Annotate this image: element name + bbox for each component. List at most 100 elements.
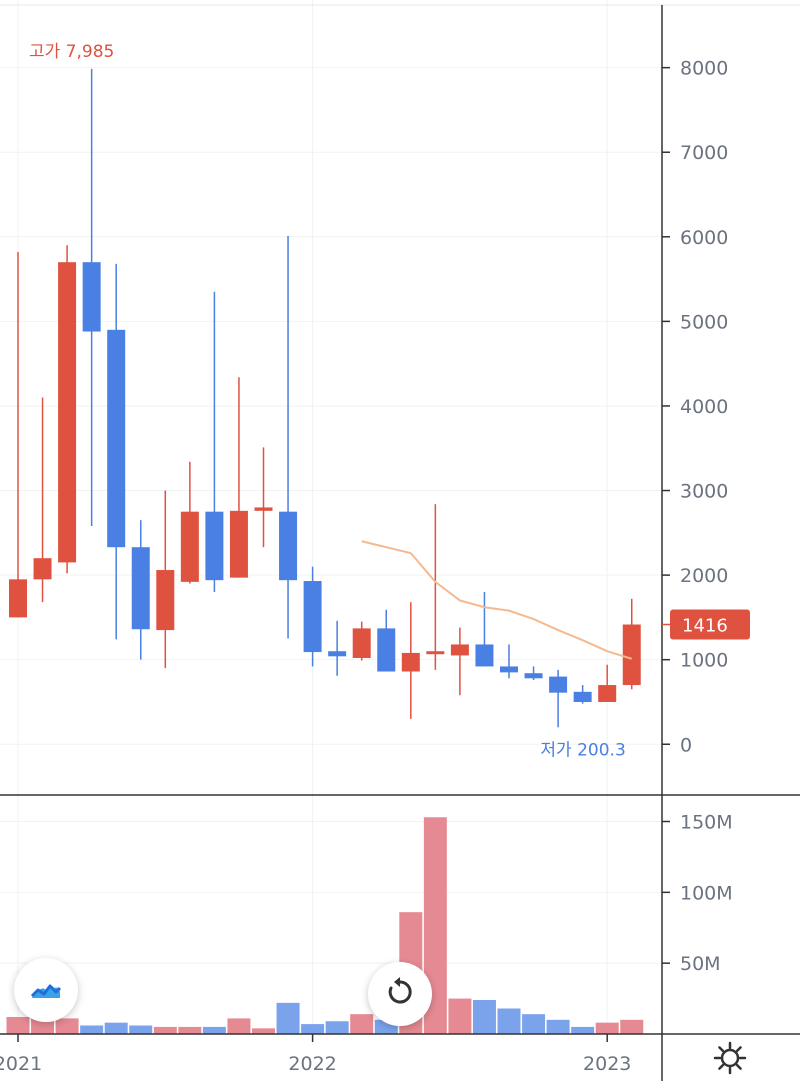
candle [549, 669, 568, 728]
candle-body [426, 651, 445, 655]
candle-body [450, 644, 469, 656]
volume-bar [276, 1002, 300, 1034]
candle [450, 627, 469, 696]
volume-bars [6, 817, 644, 1034]
candle-body [180, 511, 199, 582]
volume-bar [252, 1028, 275, 1034]
annotations: 고가 7,985 저가 200.3 1416 [29, 42, 750, 760]
candle [328, 620, 347, 676]
axis-frame [0, 4, 800, 1081]
candle [131, 520, 150, 660]
low-price-label: 저가 200.3 [540, 740, 625, 760]
candle-body [58, 262, 77, 563]
volume-bar [571, 1026, 595, 1034]
price-tick-label: 7000 [680, 142, 728, 164]
candle-body [254, 507, 273, 511]
candle [622, 598, 641, 690]
volume-bar [227, 1018, 251, 1034]
volume-bar [301, 1024, 325, 1034]
moving-average-line [361, 540, 633, 660]
reset-button[interactable] [368, 962, 432, 1026]
volume-bar [472, 1000, 496, 1034]
grid [0, 0, 662, 1034]
candle [33, 397, 52, 603]
candle-body [9, 579, 27, 618]
volume-bar [202, 1026, 226, 1034]
candle-body [352, 628, 371, 658]
candle [180, 461, 199, 584]
volume-tick-label: 150M [680, 812, 733, 834]
volume-bar [6, 1017, 30, 1034]
last-price-label: 1416 [682, 615, 728, 636]
candle-body [524, 673, 543, 679]
candle-body [377, 628, 396, 672]
price-tick-label: 2000 [680, 565, 728, 587]
candle-body [328, 651, 347, 657]
candle-body [475, 644, 494, 667]
candle-body [500, 666, 518, 673]
candle-body [549, 676, 568, 693]
candle [524, 666, 543, 680]
last-price-badge [670, 609, 750, 640]
price-tick-label: 3000 [680, 481, 728, 503]
candle-body [573, 691, 592, 702]
volume-bar [31, 1018, 55, 1034]
price-tick-label: 6000 [680, 227, 728, 249]
volume-axis: 150M 100M 50M [662, 812, 733, 975]
candle [156, 490, 175, 669]
candle [598, 664, 617, 702]
candles [9, 68, 641, 728]
volume-bar [522, 1014, 546, 1034]
candle-body [156, 570, 175, 631]
candle [573, 685, 592, 704]
candle-body [131, 547, 150, 630]
high-price-label: 고가 7,985 [29, 42, 114, 62]
ma-polyline [361, 540, 633, 660]
candle [58, 245, 77, 574]
time-axis: 2021 2022 2023 [0, 1034, 631, 1075]
candle-body [622, 624, 641, 686]
area-chart-icon [26, 968, 66, 1012]
price-tick-label: 0 [680, 734, 692, 756]
candle [377, 609, 396, 672]
chart-type-button[interactable] [14, 958, 78, 1022]
volume-bar [129, 1025, 153, 1034]
volume-tick-label: 50M [680, 953, 721, 975]
gear-icon [713, 1041, 747, 1079]
volume-bar [595, 1022, 619, 1034]
volume-bar [423, 817, 447, 1034]
time-tick-label: 2022 [288, 1053, 336, 1075]
candle [500, 644, 518, 679]
price-tick-label: 5000 [680, 311, 728, 333]
time-tick-label: 2023 [583, 1053, 631, 1075]
candle-body [33, 558, 52, 580]
volume-bar [178, 1026, 202, 1034]
candle-body [401, 652, 420, 672]
time-tick-label: 2021 [0, 1053, 42, 1075]
candle [279, 235, 298, 639]
settings-button[interactable] [708, 1038, 752, 1082]
volume-bar [620, 1019, 644, 1034]
price-tick-label: 8000 [680, 58, 728, 80]
volume-bar [350, 1014, 374, 1034]
rotate-icon [383, 975, 417, 1013]
candle-body [279, 511, 298, 581]
candle-body [598, 685, 617, 702]
volume-bar [80, 1025, 104, 1034]
price-tick-label: 1000 [680, 650, 728, 672]
volume-bar [325, 1021, 349, 1034]
candle [352, 621, 371, 661]
volume-bar [448, 998, 472, 1034]
candle-body [229, 510, 248, 578]
volume-bar [104, 1022, 128, 1034]
candle [82, 68, 101, 527]
candle-body [303, 581, 322, 653]
candle [107, 263, 126, 640]
candle-body [205, 511, 224, 581]
volume-bar [546, 1019, 570, 1034]
candle [205, 291, 224, 593]
candle [254, 447, 273, 548]
candle [303, 566, 322, 667]
candle [229, 377, 248, 578]
